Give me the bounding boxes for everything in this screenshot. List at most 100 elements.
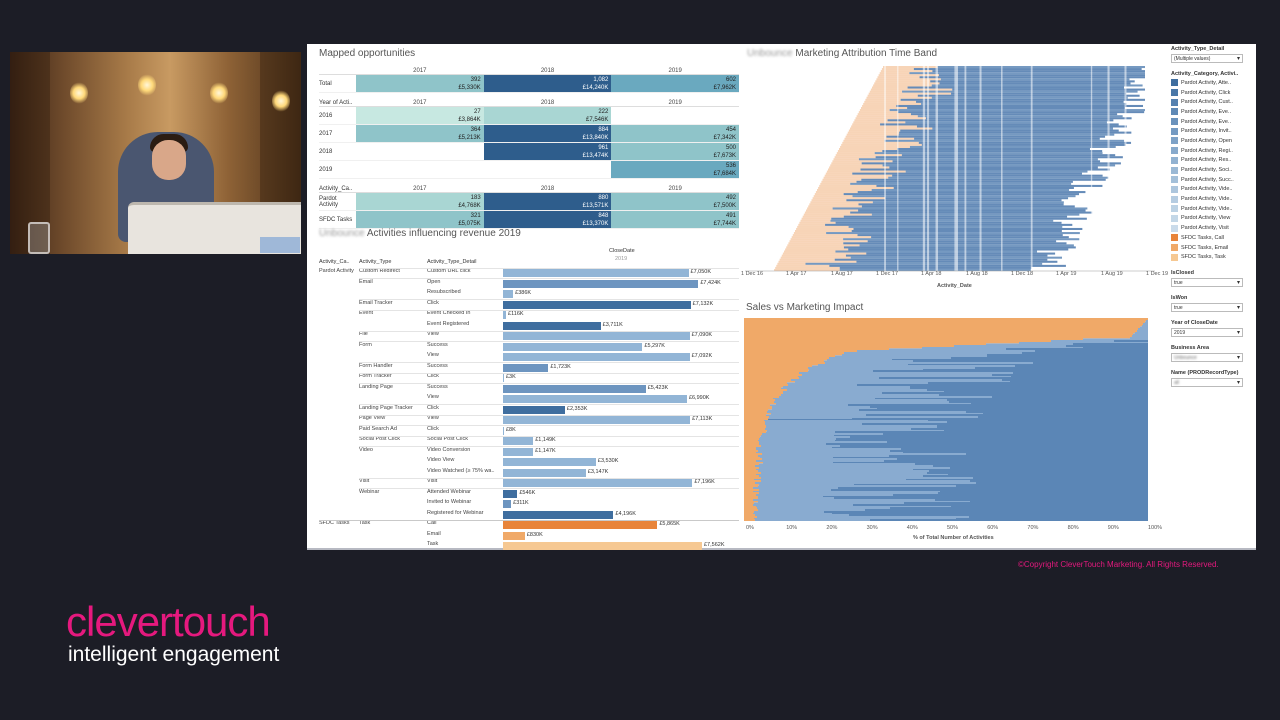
activity-bar[interactable] [503,342,643,351]
legend-item[interactable]: Pardot Activity, Vide.. [1171,194,1255,204]
activity-bar[interactable] [503,447,534,456]
mapped-cell[interactable]: 222 £7,546K [483,107,612,124]
activity-bar[interactable] [503,521,658,529]
activity-bar[interactable] [503,332,690,340]
activity-bar[interactable] [503,384,646,393]
activity-bar[interactable] [503,363,549,372]
activity-bar[interactable] [503,426,504,435]
mapped-year-header: 2017 [413,68,427,74]
mapped-row: 2019 536 £7,684K [319,161,740,179]
activity-c3-label: Success [427,383,448,390]
mapped-cell[interactable]: 1,082 £14,240K [483,75,612,92]
mapped-row: SFDC Tasks 321 £5,075K 848 £13,370K 491 £7,744… [319,211,740,229]
activity-value-label: £311K [513,500,529,506]
activity-bar[interactable] [503,321,601,330]
legend-item[interactable]: Pardot Activity, Visit [1171,223,1255,233]
activity-c2-label: Task [359,520,371,526]
activity-bar[interactable] [503,300,691,309]
legend-item[interactable]: Pardot Activity, Regi.. [1171,146,1255,156]
legend-item-label: Pardot Activity, Cust.. [1181,99,1233,106]
legend-item[interactable]: Pardot Activity, Atte.. [1171,78,1255,88]
filter-business-area-select[interactable]: Unbounce [1171,353,1243,363]
mapped-section-label: Activity_Ca.. [319,186,353,192]
activity-c3-label: Visit [427,478,438,484]
legend-swatch [1171,205,1178,213]
legend-item[interactable]: Pardot Activity, View [1171,214,1255,224]
legend-item[interactable]: Pardot Activity, Click [1171,88,1255,98]
legend-item[interactable]: Pardot Activity, Cust.. [1171,97,1255,107]
filter-activity-type-detail-select[interactable]: (Multiple values) [1171,54,1243,63]
activity-bar[interactable] [503,279,699,288]
activity-bar[interactable] [503,500,512,508]
legend-item[interactable]: SFDC Tasks, Task [1171,252,1255,262]
activity-bar[interactable] [503,437,534,445]
mapped-cell[interactable]: 492 £7,500K [611,193,740,210]
activity-bar[interactable] [503,416,691,424]
mapped-cell[interactable] [611,107,740,124]
filter-iswon-select[interactable]: true [1171,303,1243,313]
filter-name-select[interactable]: all [1171,378,1243,388]
legend-item[interactable]: Pardot Activity, Invit.. [1171,126,1255,136]
mapped-cell[interactable]: 536 £7,684K [611,161,740,178]
legend-item-label: Pardot Activity, Vide.. [1181,196,1233,203]
mapped-opportunities-table: 2017 2018 2019 Total 392 £5,330K 1,082 £14,240K… [319,66,740,229]
activity-bar[interactable] [503,542,702,550]
mapped-cell-value: £7,546K [585,117,609,123]
mapped-cell[interactable]: 454 £7,342K [611,125,740,142]
activity-bar[interactable] [503,269,689,277]
activity-bar[interactable] [503,531,525,540]
activity-bar[interactable] [503,489,518,498]
activity-c3-label: Task [427,541,439,547]
legend-item[interactable]: Pardot Activity, Vide.. [1171,185,1255,195]
mapped-cell[interactable]: 884 £13,840K [483,125,612,142]
filter-year-select[interactable]: 2019 [1171,328,1243,338]
filter-activity-type-detail-label: Activity_Type_Detail [1171,46,1225,52]
activity-c3-label: Click [427,373,439,379]
activity-bar[interactable] [503,311,507,319]
mapped-cell[interactable]: 880 £13,571K [483,193,612,210]
mapped-cell[interactable] [483,161,612,178]
mapped-year-header: 2018 [540,68,555,74]
legend-item-label: Pardot Activity, Regi.. [1181,147,1233,154]
mapped-cell[interactable] [356,143,484,160]
legend-item[interactable]: Pardot Activity, Vide.. [1171,204,1255,214]
activity-bar[interactable] [503,479,693,487]
filter-name-label: Name (PRODRecordType) [1171,370,1239,377]
activity-c2-label: Paid Search Ad [359,425,397,432]
legend-item[interactable]: SFDC Tasks, Email [1171,243,1255,253]
activity-bar[interactable] [503,510,614,519]
activity-bar[interactable] [503,405,565,414]
mapped-cell[interactable]: 500 £7,673K [611,143,740,160]
legend-item[interactable]: Pardot Activity, Soci.. [1171,165,1255,175]
mapped-cell[interactable]: 602 £7,962K [611,75,740,92]
activity-bar[interactable] [503,353,690,361]
legend-item[interactable]: Pardot Activity, Eve.. [1171,107,1255,117]
mapped-cell[interactable]: 961 £13,474K [483,143,612,160]
activity-bar[interactable] [503,468,586,477]
legend-item[interactable]: Pardot Activity, Res.. [1171,156,1255,166]
activity-row: SFDC Tasks Task Call £5,865K [319,520,739,530]
legend-item[interactable]: Pardot Activity, Open [1171,136,1255,146]
legend-item[interactable]: Pardot Activity, Succ.. [1171,175,1255,185]
legend-swatch [1171,79,1178,87]
mapped-cell[interactable]: 321 £5,075K [356,211,484,228]
mapped-cell[interactable]: 392 £5,330K [356,75,484,92]
activity-bar[interactable] [503,374,504,382]
mapped-cell-value: £7,744K [713,221,737,227]
mapped-cell[interactable]: 183 £4,768K [356,193,484,210]
activity-bar[interactable] [503,395,687,403]
mapped-cell-count: 392 [470,77,481,83]
mapped-cell[interactable]: 364 £5,213K [356,125,484,142]
activity-bar[interactable] [503,290,514,298]
mapped-cell[interactable]: 27 £3,864K [356,107,484,124]
mapped-cell[interactable] [356,161,484,178]
legend-item[interactable]: SFDC Tasks, Call [1171,233,1255,243]
filter-isclosed-select[interactable]: true [1171,278,1243,288]
mapped-cell[interactable]: 848 £13,370K [483,211,612,228]
mapped-cell[interactable]: 491 £7,744K [611,211,740,228]
svm-x-tick: 30% [866,525,878,531]
filter-year-label: Year of CloseDate [1171,320,1218,327]
activity-bar[interactable] [503,458,596,466]
legend-item[interactable]: Pardot Activity, Eve.. [1171,117,1255,127]
legend-item-label: Pardot Activity, Vide.. [1181,205,1233,212]
